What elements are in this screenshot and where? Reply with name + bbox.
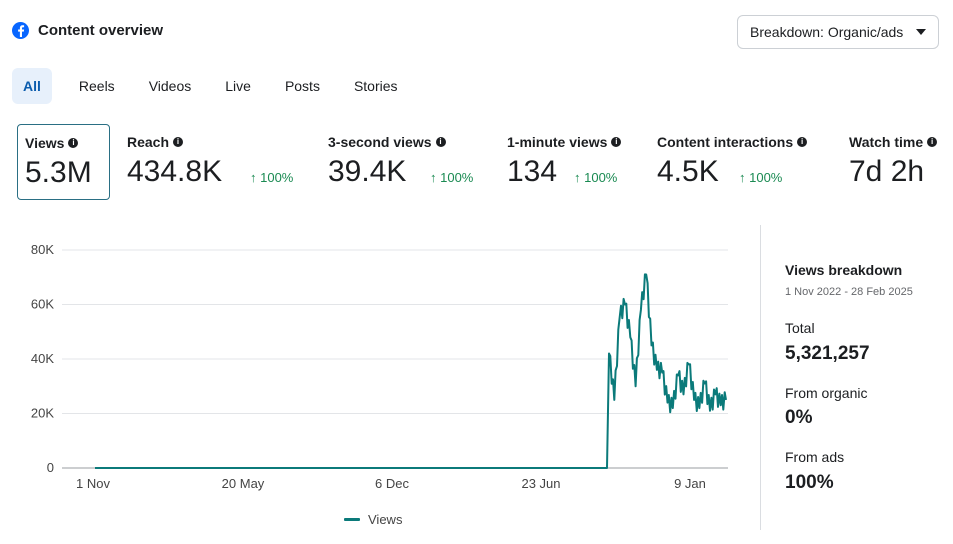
views-breakdown-panel: Views breakdown 1 Nov 2022 - 28 Feb 2025… <box>785 262 950 493</box>
metric-card-views[interactable]: Views i 5.3M <box>17 124 110 200</box>
metrics-row: Views i 5.3M Reach i 434.8K ↑ 100% 3-secon… <box>17 124 953 200</box>
info-icon[interactable]: i <box>435 137 446 147</box>
total-value: 5,321,257 <box>785 343 870 364</box>
metric-value: 134 <box>507 155 558 188</box>
metric-label: Views <box>25 135 65 151</box>
organic-label: From organic <box>785 385 868 401</box>
views-series-line[interactable] <box>95 273 727 469</box>
legend-swatch <box>344 518 360 521</box>
tab-stories[interactable]: Stories <box>353 78 398 94</box>
metric-label: Reach <box>127 134 170 150</box>
breakdown-title: Views breakdown <box>785 262 903 278</box>
caret-down-icon <box>916 29 926 35</box>
breakdown-label: Breakdown: Organic/ads <box>750 24 904 40</box>
y-tick-label: 80K <box>31 242 54 257</box>
metric-value: 4.5K <box>657 155 719 188</box>
metric-change: ↑ 100% <box>574 170 618 185</box>
tab-videos[interactable]: Videos <box>148 78 192 94</box>
total-label: Total <box>785 320 815 336</box>
breakdown-date-range: 1 Nov 2022 - 28 Feb 2025 <box>785 286 913 298</box>
facebook-icon <box>12 22 29 39</box>
metric-value: 39.4K <box>328 155 407 188</box>
x-tick-label: 1 Nov <box>76 476 110 491</box>
divider <box>760 225 761 530</box>
x-tick-label: 23 Jun <box>521 476 560 491</box>
metric-label: 3-second views <box>328 134 432 150</box>
views-line-chart: 0 20K 40K 60K 80K 1 Nov 20 May 6 Dec 23 Jun 9 Jan <box>31 242 728 491</box>
organic-value: 0% <box>785 407 813 428</box>
x-tick-label: 20 May <box>222 476 265 491</box>
ads-value: 100% <box>785 472 834 493</box>
chart-legend[interactable]: Views <box>344 512 402 527</box>
info-icon[interactable]: i <box>173 137 184 147</box>
metric-change: ↑ 100% <box>739 170 783 185</box>
page-header: Content overview <box>12 22 163 39</box>
metric-change: ↑ 100% <box>250 170 294 185</box>
metric-label: 1-minute views <box>507 134 608 150</box>
metric-value: 7d 2h <box>849 155 925 188</box>
ads-label: From ads <box>785 449 845 465</box>
info-icon[interactable]: i <box>611 137 622 147</box>
y-tick-label: 60K <box>31 297 54 312</box>
y-tick-label: 20K <box>31 406 54 421</box>
metric-label: Content interactions <box>657 134 794 150</box>
info-icon[interactable]: i <box>68 138 79 148</box>
legend-label: Views <box>368 512 403 527</box>
content-type-tabs: All Reels Videos Live Posts Stories <box>12 68 415 104</box>
y-tick-label: 0 <box>47 460 54 475</box>
info-icon[interactable]: i <box>797 137 808 147</box>
tab-live[interactable]: Live <box>225 78 251 94</box>
tab-reels[interactable]: Reels <box>78 78 115 94</box>
tab-posts[interactable]: Posts <box>284 78 320 94</box>
tab-all[interactable]: All <box>12 68 52 104</box>
metric-label: Watch time <box>849 134 924 150</box>
x-tick-label: 9 Jan <box>674 476 706 491</box>
metric-change: ↑ 100% <box>430 170 474 185</box>
metric-value: 434.8K <box>127 155 223 188</box>
y-tick-label: 40K <box>31 351 54 366</box>
page-title: Content overview <box>38 22 164 39</box>
info-icon[interactable]: i <box>927 137 938 147</box>
x-tick-label: 6 Dec <box>375 476 409 491</box>
metric-value: 5.3M <box>25 156 92 189</box>
breakdown-dropdown[interactable]: Breakdown: Organic/ads <box>737 15 939 49</box>
